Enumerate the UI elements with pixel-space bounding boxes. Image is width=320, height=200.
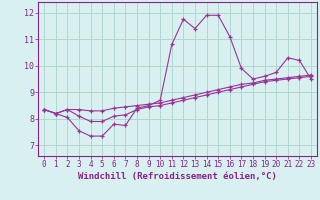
X-axis label: Windchill (Refroidissement éolien,°C): Windchill (Refroidissement éolien,°C) — [78, 172, 277, 181]
